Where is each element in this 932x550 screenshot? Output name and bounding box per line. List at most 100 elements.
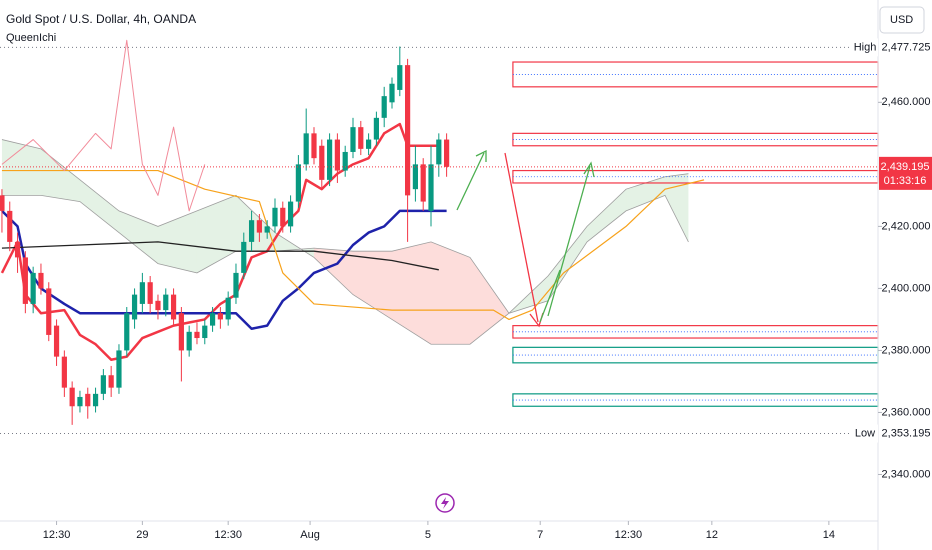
- candle-body: [46, 288, 52, 335]
- candle-body: [131, 294, 138, 320]
- marker-box: [879, 424, 932, 443]
- candle-body: [420, 164, 426, 202]
- last-price: 2,439.195: [881, 161, 930, 173]
- candle-body: [100, 375, 106, 394]
- arrow: [539, 269, 561, 323]
- candle-body: [350, 127, 356, 152]
- cloud-segment: [40, 148, 80, 202]
- chart-title: Gold Spot / U.S. Dollar, 4h, OANDA: [6, 12, 196, 26]
- candle-body: [217, 313, 223, 320]
- candle-body: [326, 139, 333, 180]
- candle-body: [69, 387, 75, 407]
- countdown: 01:33:16: [884, 175, 927, 187]
- currency[interactable]: USD: [890, 14, 913, 26]
- candle-body: [116, 350, 122, 388]
- candle-body: [7, 210, 13, 242]
- cloud-segment: [431, 241, 471, 345]
- cloud-segment: [118, 210, 158, 264]
- cloud-edge: [1, 194, 689, 314]
- cloud-segment: [352, 251, 392, 320]
- candle-body: [139, 282, 145, 304]
- marker-box: [879, 38, 932, 57]
- candle-body: [186, 331, 192, 351]
- candle-body: [77, 396, 83, 407]
- candle-body: [319, 145, 325, 180]
- arrow: [547, 161, 595, 317]
- candle-body: [241, 241, 247, 273]
- candle-body: [30, 272, 36, 304]
- cloud-segment: [626, 176, 666, 211]
- x-tick-label: 14: [823, 529, 835, 541]
- y-tick-label: 2,460.000: [882, 96, 931, 108]
- x-tick-label: 7: [537, 529, 543, 541]
- cloud-segment: [470, 257, 510, 345]
- candle-body: [14, 241, 21, 258]
- last-price-tag: [879, 156, 932, 190]
- candle-body: [280, 207, 286, 227]
- indicator-line: [1, 169, 705, 321]
- cloud-segment: [391, 241, 432, 345]
- indicator-line: [1, 209, 447, 330]
- candle-body: [53, 325, 60, 357]
- cloud-segment: [665, 173, 689, 242]
- candle-body: [202, 325, 208, 339]
- candle-body: [163, 294, 169, 311]
- plot: [0, 39, 879, 435]
- candle-body: [194, 331, 200, 339]
- event-icon-bolt: [441, 497, 449, 509]
- marker-value: 2,353.195: [882, 427, 931, 439]
- candle-body: [381, 96, 387, 118]
- candle-body: [0, 195, 5, 211]
- cloud-segment: [157, 210, 197, 273]
- candle-body: [311, 133, 317, 159]
- currency-button[interactable]: [879, 6, 925, 34]
- candle-body: [272, 207, 278, 227]
- arrow: [456, 149, 487, 211]
- candle-body: [405, 65, 411, 196]
- y-tick-label: 2,420.000: [882, 220, 931, 232]
- candle-body: [92, 393, 99, 407]
- x-tick-label: 12:30: [43, 529, 71, 541]
- y-tick-label: 2,340.000: [882, 468, 931, 480]
- candle-body: [264, 226, 270, 233]
- candle-body: [444, 139, 450, 167]
- candle-body: [209, 313, 216, 326]
- candle-body: [225, 297, 231, 320]
- cloud-segment: [313, 248, 353, 295]
- candle-body: [147, 282, 153, 304]
- x-tick-label: 12:30: [214, 529, 242, 541]
- candle-body: [85, 393, 91, 407]
- candle-body: [436, 139, 442, 165]
- candle-body: [295, 164, 301, 202]
- x-tick-label: 12:30: [615, 529, 643, 541]
- candle-body: [248, 220, 255, 242]
- candle-body: [287, 201, 294, 227]
- candle-body: [334, 139, 340, 171]
- indicator-line: [1, 39, 206, 212]
- candle-body: [373, 117, 379, 140]
- candle-body: [178, 313, 184, 351]
- candle-body: [233, 272, 239, 298]
- candle-body: [365, 139, 372, 149]
- indicator-line: [1, 241, 439, 271]
- y-tick-label: 2,360.000: [882, 406, 931, 418]
- candle-body: [303, 133, 309, 165]
- x-tick-label: 12: [706, 529, 718, 541]
- candle-body: [358, 127, 364, 149]
- marker-tag: [852, 424, 878, 443]
- cloud-segment: [1, 139, 41, 196]
- y-tick-label: 2,400.000: [882, 282, 931, 294]
- marker-tag: [852, 38, 878, 57]
- candle-body: [412, 164, 419, 190]
- cloud-edge: [1, 139, 689, 345]
- y-tick-label: 2,380.000: [882, 344, 931, 356]
- candle-body: [428, 164, 434, 211]
- arrows: [456, 149, 595, 328]
- candle-body: [61, 356, 67, 388]
- cloud-segment: [196, 195, 236, 273]
- candle-body: [256, 220, 262, 233]
- candle-body: [38, 272, 44, 289]
